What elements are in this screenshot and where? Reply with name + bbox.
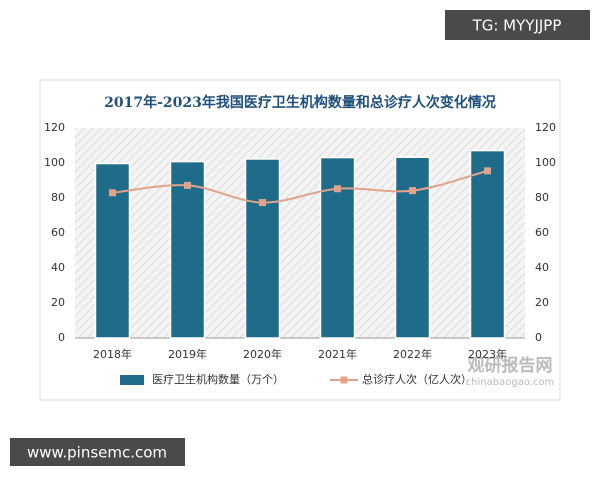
line-marker: [109, 189, 116, 197]
bar: [169, 160, 206, 339]
y2-tick-label: 20: [535, 296, 549, 309]
y2-tick-label: 60: [535, 226, 549, 239]
bar: [469, 149, 506, 339]
x-tick-label: 2019年: [168, 347, 207, 361]
overlay-box: [10, 438, 185, 466]
y-tick-label: 40: [51, 261, 65, 274]
bar: [94, 162, 131, 339]
chart-title: 2017年-2023年我国医疗卫生机构数量和总诊疗人次变化情况: [104, 94, 496, 111]
line: [112, 169, 488, 204]
bar: [319, 156, 356, 339]
line-marker: [184, 181, 191, 189]
overlay-box: [445, 10, 590, 40]
y2-tick-label: 100: [535, 156, 556, 169]
y-tick-label: 100: [44, 156, 65, 169]
y2-tick-label: 0: [535, 331, 542, 344]
x-tick-label: 2018年: [93, 347, 132, 361]
x-tick-label: 2022年: [393, 347, 432, 361]
watermark-url: chinabaogao.com: [466, 377, 555, 388]
y2-tick-label: 120: [535, 121, 556, 134]
y-tick-label: 80: [51, 191, 65, 204]
x-tick-label: 2023年: [468, 347, 507, 361]
bar: [244, 158, 281, 339]
legend-label: 医疗卫生机构数量（万个）: [152, 372, 284, 386]
y-tick-label: 120: [44, 121, 65, 134]
bar: [394, 156, 431, 339]
legend-label: 总诊疗人次（亿人次）: [362, 372, 472, 386]
line-marker: [409, 187, 416, 195]
watermark-title: 观研报告网: [467, 355, 553, 376]
y-tick-label: 60: [51, 226, 65, 239]
y2-tick-label: 80: [535, 191, 549, 204]
x-tick-label: 2021年: [318, 347, 357, 361]
y-tick-label: 20: [51, 296, 65, 309]
line-marker: [484, 167, 491, 175]
x-tick-label: 2020年: [243, 347, 282, 361]
plot-background: [75, 128, 525, 338]
legend-swatch: [120, 375, 144, 385]
overlay-text: www.pinsemc.com: [27, 444, 167, 462]
legend-swatch: [340, 376, 348, 384]
y2-tick-label: 40: [535, 261, 549, 274]
line-marker: [259, 199, 266, 207]
overlay-text: TG: MYYJJPP: [472, 17, 562, 35]
line-marker: [334, 185, 341, 193]
y-tick-label: 0: [58, 331, 65, 344]
